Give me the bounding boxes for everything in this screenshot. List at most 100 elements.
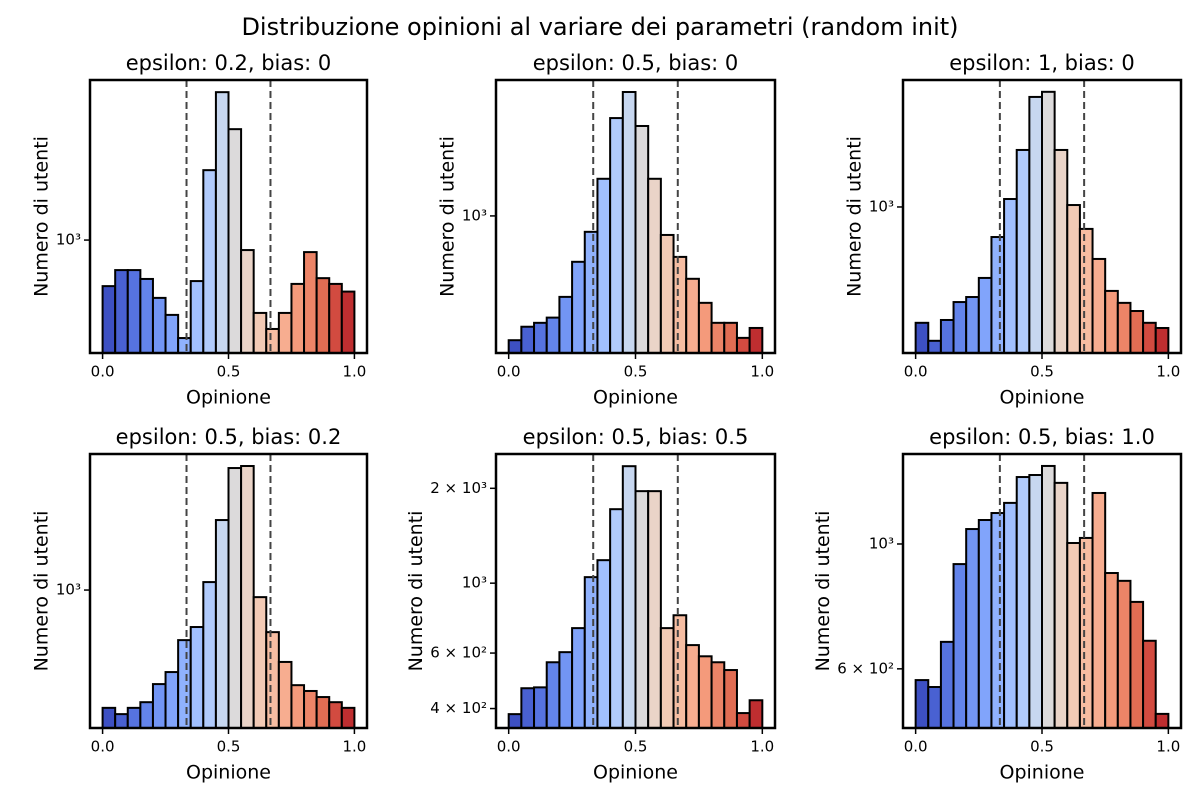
x-tick-label: 1.0: [1156, 738, 1180, 756]
x-axis-label: Opinione: [593, 762, 678, 784]
bar: [659, 627, 675, 729]
bar: [340, 290, 356, 355]
bar: [672, 255, 688, 355]
bar: [177, 639, 192, 730]
bar: [139, 277, 154, 355]
bar: [533, 686, 548, 729]
bar: [1129, 310, 1145, 355]
x-tick-label: 0.0: [497, 738, 521, 756]
bar: [1003, 198, 1018, 354]
bar: [723, 321, 738, 354]
bar: [202, 169, 217, 354]
bar: [697, 655, 713, 729]
bar: [977, 276, 993, 354]
bar: [621, 90, 637, 354]
chart-title: epsilon: 0.5, bias: 0.5: [523, 425, 749, 449]
y-tick-label: 10³: [462, 574, 487, 592]
x-tick-label: 0.5: [217, 363, 241, 381]
bar: [571, 627, 586, 729]
bar: [965, 296, 980, 355]
bar: [227, 467, 243, 729]
chart-title: epsilon: 0.5, bias: 1.0: [929, 425, 1155, 449]
bar: [520, 687, 536, 729]
bar: [177, 337, 192, 355]
bar: [328, 282, 343, 355]
bar: [990, 512, 1006, 730]
bar: [990, 236, 1006, 354]
bar: [609, 117, 624, 354]
bar: [1053, 148, 1069, 354]
bar: [723, 669, 738, 730]
bar: [507, 713, 523, 730]
bar: [151, 683, 167, 730]
bar: [1116, 579, 1132, 729]
y-tick-label: 10³: [56, 231, 81, 249]
bar: [1028, 474, 1044, 729]
bar: [277, 311, 293, 355]
bar: [583, 576, 599, 729]
bar: [596, 177, 612, 354]
bar: [240, 465, 255, 729]
bar: [139, 701, 154, 730]
figure-title: Distribuzione opinioni al variare dei pa…: [241, 13, 958, 41]
bar: [533, 321, 548, 354]
bar: [748, 699, 764, 729]
bar: [939, 318, 955, 354]
bar: [545, 661, 561, 729]
bar: [252, 596, 268, 729]
bar: [114, 269, 129, 354]
bar: [634, 490, 650, 729]
bar: [735, 712, 751, 729]
bar: [1142, 639, 1157, 730]
y-tick-label: 10³: [869, 534, 894, 552]
y-axis-label: Numero di utenti: [843, 136, 865, 297]
bar: [114, 713, 129, 730]
x-tick-label: 0.5: [624, 363, 648, 381]
bar: [214, 519, 230, 729]
bar: [697, 301, 713, 355]
bar: [1041, 464, 1056, 729]
x-axis-label: Opinione: [186, 762, 271, 784]
bar: [1078, 227, 1094, 354]
chart-title: epsilon: 0.5, bias: 0: [533, 51, 739, 75]
bar: [340, 706, 356, 729]
x-tick-label: 1.0: [750, 363, 774, 381]
bar: [647, 490, 662, 729]
bar: [952, 563, 968, 730]
bar: [1116, 301, 1132, 354]
bar: [1066, 541, 1081, 729]
bar: [189, 280, 205, 355]
x-tick-label: 0.5: [1030, 738, 1054, 756]
y-tick-label: 6 × 10²: [837, 659, 894, 677]
bar: [1028, 95, 1044, 354]
bar: [914, 321, 930, 354]
chart-title: epsilon: 1, bias: 0: [949, 51, 1135, 75]
x-tick-label: 0.0: [904, 738, 928, 756]
bar: [685, 277, 700, 355]
chart-title: epsilon: 0.5, bias: 0.2: [116, 425, 342, 449]
bar: [939, 640, 955, 730]
x-axis-label: Opinione: [186, 387, 271, 409]
y-axis-label: Numero di utenti: [30, 511, 52, 672]
y-tick-label: 10³: [869, 197, 894, 215]
x-tick-label: 1.0: [342, 363, 366, 381]
bar: [558, 651, 574, 729]
bar: [240, 249, 255, 354]
y-tick-label: 10³: [56, 581, 81, 599]
bar: [164, 671, 180, 729]
x-tick-label: 0.5: [1030, 363, 1054, 381]
bar: [265, 327, 280, 354]
bar: [1015, 476, 1031, 729]
bar: [710, 321, 726, 354]
x-tick-label: 0.5: [217, 738, 241, 756]
bar: [977, 519, 993, 730]
x-tick-label: 1.0: [342, 738, 366, 756]
bar: [328, 701, 343, 730]
bar: [748, 326, 764, 354]
bar: [609, 508, 624, 730]
x-tick-label: 0.5: [624, 738, 648, 756]
bar: [202, 581, 217, 729]
bar: [265, 631, 280, 729]
bar: [1104, 289, 1119, 354]
